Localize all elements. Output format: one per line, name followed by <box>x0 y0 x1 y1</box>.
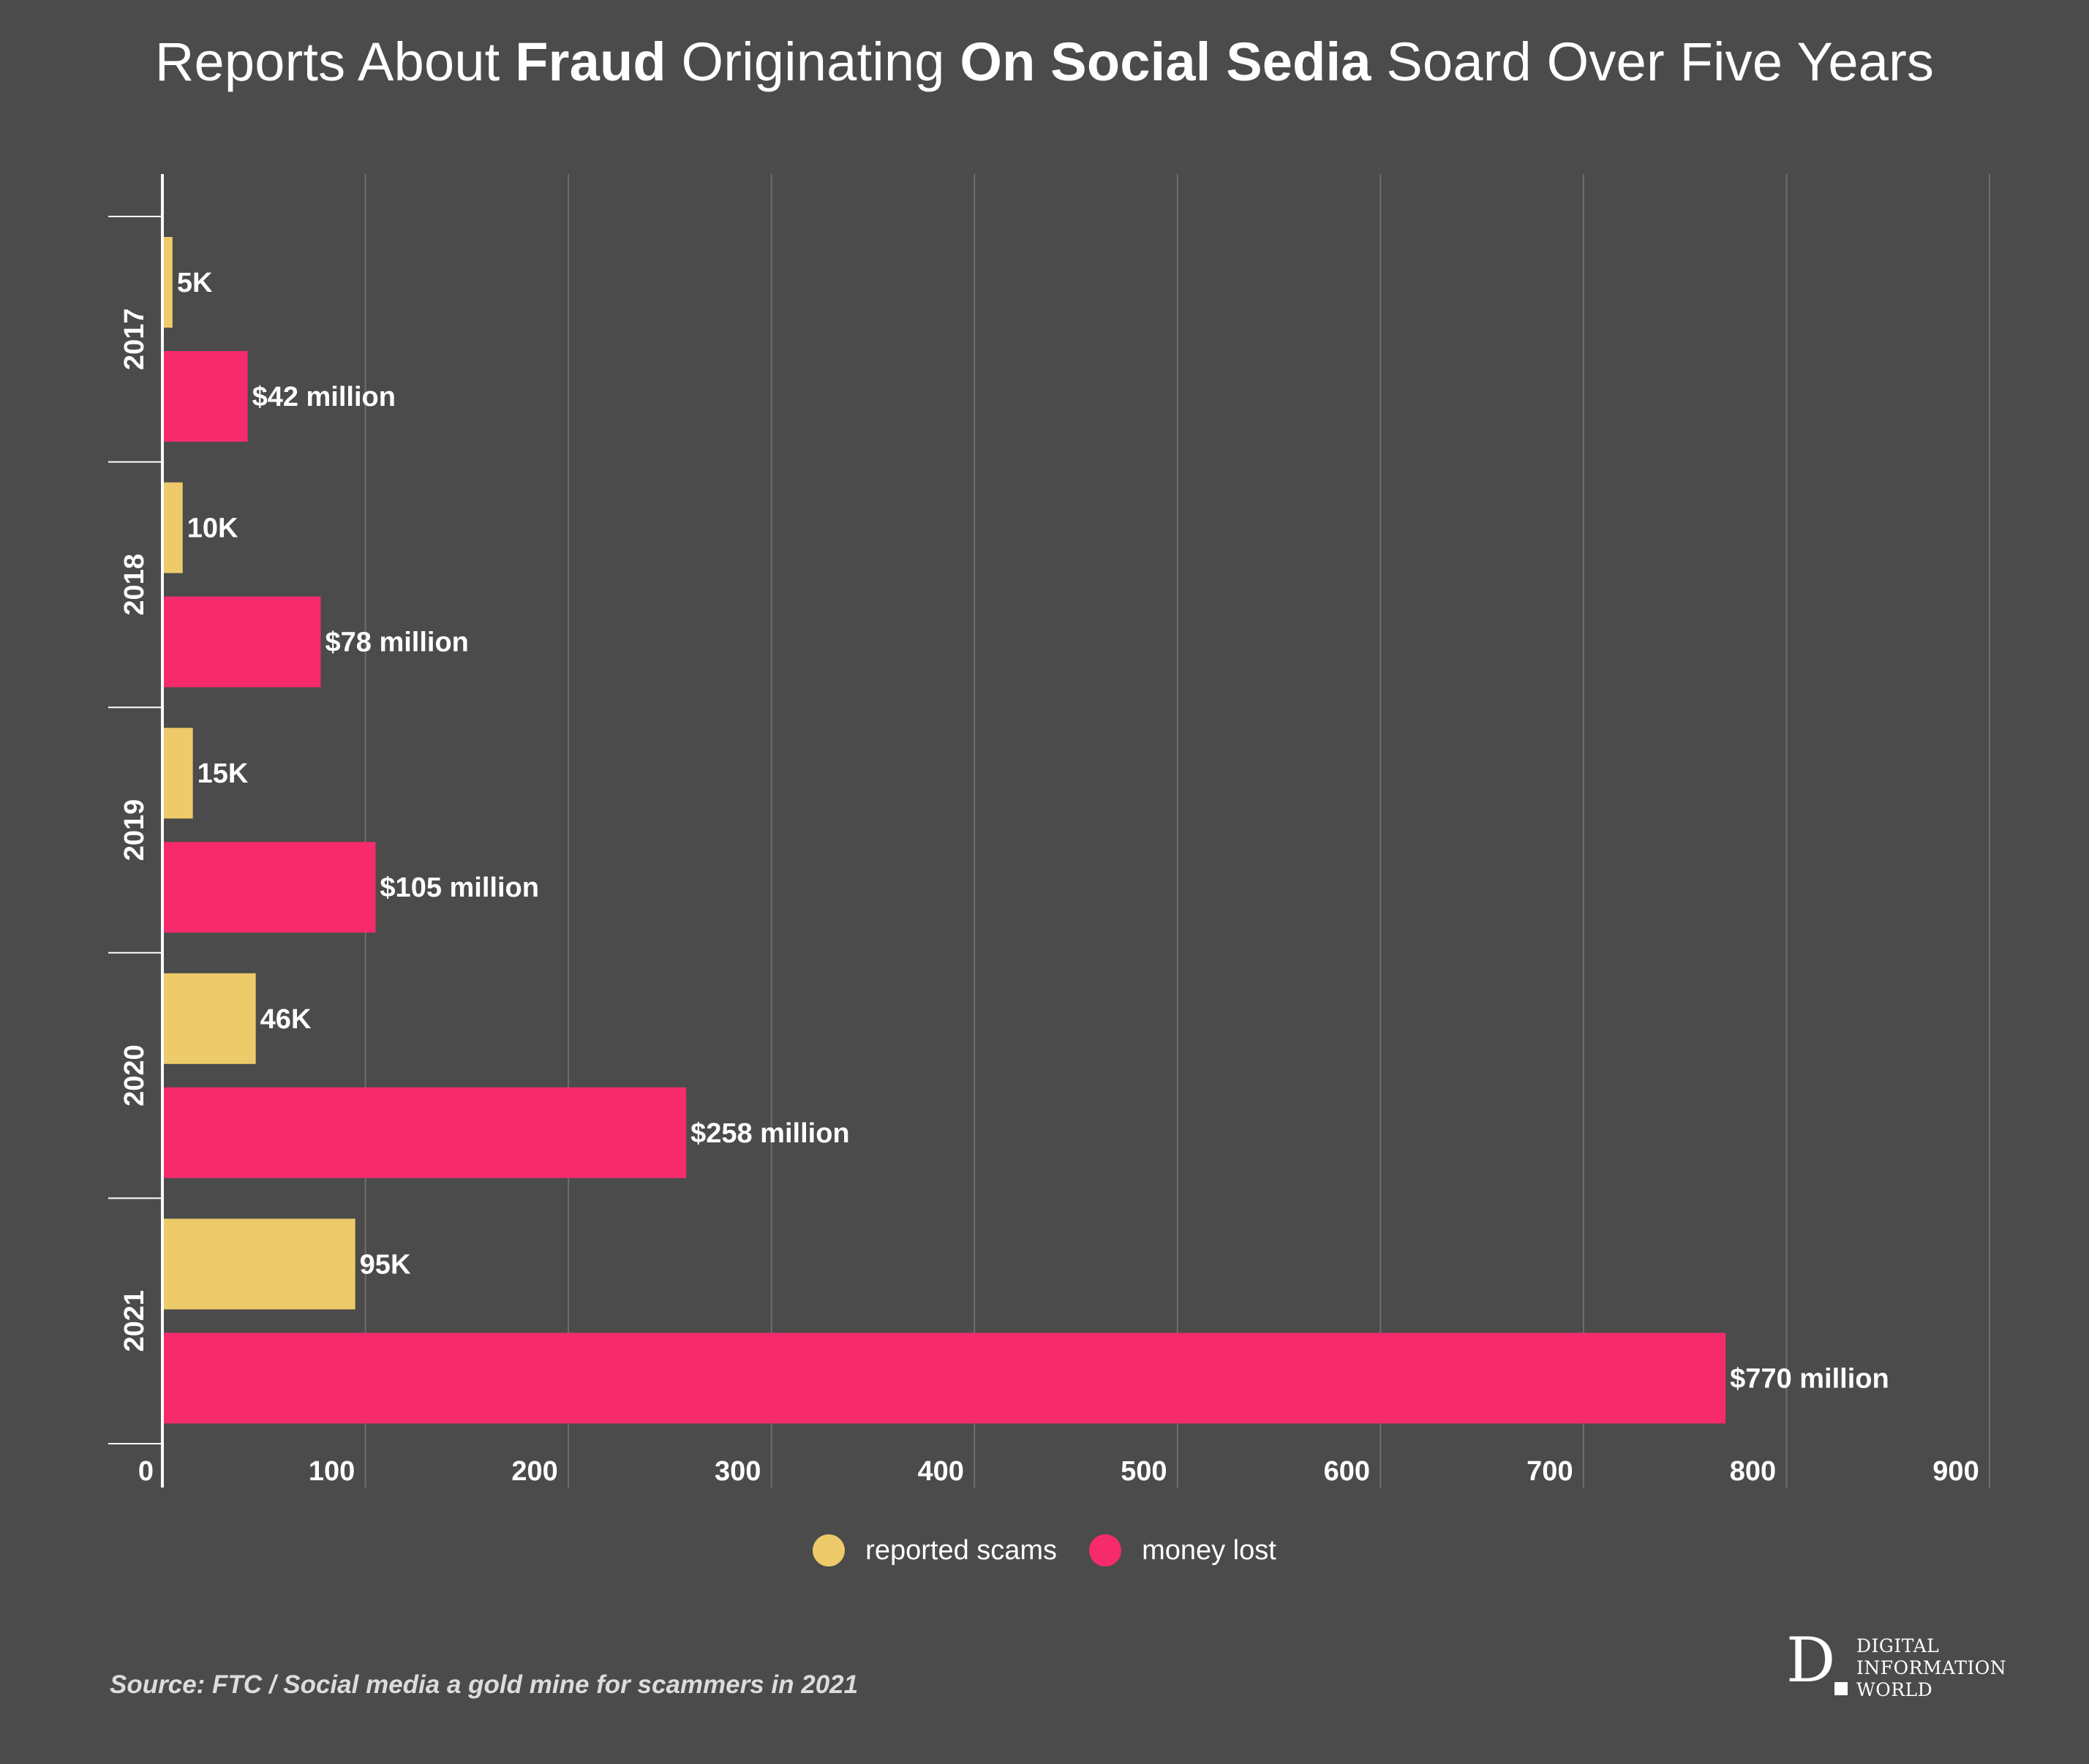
brand-logo: D DIGITAL INFORMATION WORLD <box>1786 1629 2006 1700</box>
data-label-money-lost-2021: $770 million <box>1730 1363 1889 1394</box>
data-label-reported-scams-2019: 15K <box>197 758 249 789</box>
title-part-3: Soard Over Five Years <box>1371 31 1935 92</box>
legend-dot-reported-scams <box>813 1534 846 1567</box>
logo-line-1: DIGITAL <box>1856 1635 1940 1656</box>
bar-money-lost-2019 <box>162 842 376 933</box>
x-tick-label-300: 300 <box>715 1456 761 1487</box>
x-tick-label-400: 400 <box>918 1456 964 1487</box>
logo-line-3: WORLD <box>1856 1679 1933 1700</box>
data-label-money-lost-2017: $42 million <box>252 382 396 412</box>
data-label-money-lost-2020: $258 million <box>690 1118 850 1149</box>
bar-money-lost-2017 <box>162 351 248 442</box>
bar-money-lost-2020 <box>162 1087 687 1178</box>
x-tick-label-800: 800 <box>1730 1456 1776 1487</box>
chart-title: Reports About Fraud Originating On Socia… <box>0 31 2089 93</box>
x-tick-label-0: 0 <box>138 1456 154 1487</box>
legend-label-reported-scams: reported scams <box>865 1534 1058 1566</box>
bar-reported-scams-2019 <box>162 728 193 819</box>
logo-text: DIGITAL INFORMATION WORLD <box>1856 1635 2006 1701</box>
x-tick-label-900: 900 <box>1932 1456 1979 1487</box>
bar-reported-scams-2020 <box>162 973 256 1064</box>
title-part-1: Reports About <box>154 31 516 92</box>
x-tick-label-700: 700 <box>1527 1456 1573 1487</box>
category-label-2018: 2018 <box>119 554 150 616</box>
category-label-2020: 2020 <box>119 1044 150 1107</box>
source-note: Source: FTC / Social media a gold mine f… <box>110 1670 859 1699</box>
title-part-2: Originating <box>666 31 960 92</box>
x-tick-label-200: 200 <box>511 1456 557 1487</box>
legend-dot-money-lost <box>1089 1534 1122 1567</box>
category-label-2017: 2017 <box>119 309 150 371</box>
bar-reported-scams-2017 <box>162 237 173 328</box>
data-label-money-lost-2018: $78 million <box>325 627 468 658</box>
bar-money-lost-2018 <box>162 596 321 687</box>
data-label-reported-scams-2020: 46K <box>260 1004 312 1035</box>
logo-square <box>1834 1682 1848 1695</box>
logo-letter: D <box>1786 1624 1836 1696</box>
title-bold-2: On Social Sedia <box>960 31 1371 92</box>
x-tick-label-600: 600 <box>1324 1456 1370 1487</box>
legend-item-reported-scams: reported scams <box>813 1534 1057 1567</box>
data-label-reported-scams-2017: 5K <box>177 268 213 298</box>
x-tick-label-100: 100 <box>309 1456 355 1487</box>
legend-label-money-lost: money lost <box>1142 1534 1276 1566</box>
data-label-reported-scams-2021: 95K <box>360 1249 411 1280</box>
data-label-reported-scams-2018: 10K <box>187 513 238 544</box>
chart-legend: reported scams money lost <box>0 1534 2089 1567</box>
title-bold-1: Fraud <box>515 31 666 92</box>
legend-item-money-lost: money lost <box>1089 1534 1276 1567</box>
data-label-money-lost-2019: $105 million <box>380 872 539 903</box>
bar-reported-scams-2018 <box>162 482 183 573</box>
x-tick-label-500: 500 <box>1121 1456 1167 1487</box>
logo-line-2: INFORMATION <box>1856 1657 2007 1678</box>
bar-money-lost-2021 <box>162 1333 1726 1424</box>
category-label-2021: 2021 <box>119 1290 150 1352</box>
bar-reported-scams-2021 <box>162 1218 355 1310</box>
category-label-2019: 2019 <box>119 799 150 862</box>
